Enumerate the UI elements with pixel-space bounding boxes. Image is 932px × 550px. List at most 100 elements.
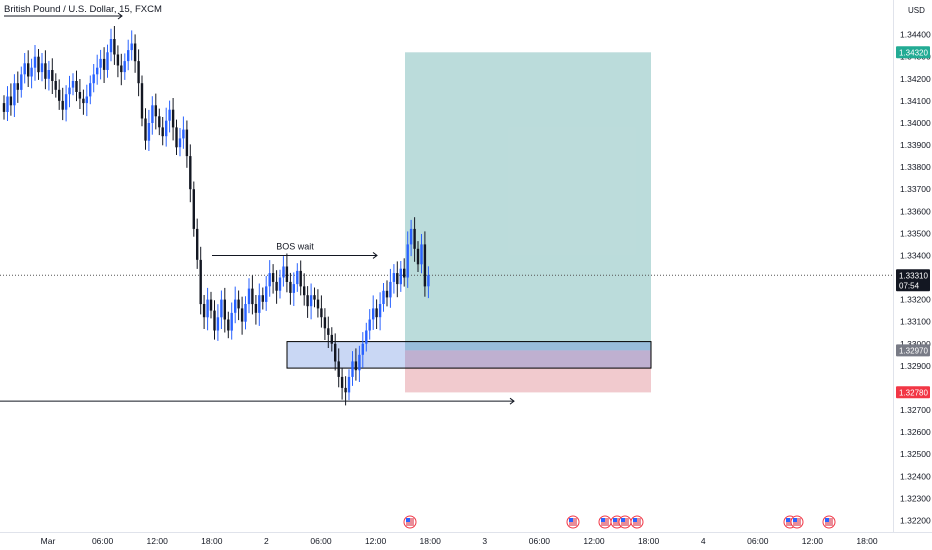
- candles-group: [2, 26, 430, 406]
- target-zone[interactable]: [405, 52, 651, 351]
- candle-body: [144, 118, 147, 141]
- us-flag-event-icon[interactable]: [822, 515, 836, 529]
- candle-body: [175, 127, 178, 148]
- candle-body: [354, 361, 358, 371]
- candle-body: [406, 244, 409, 278]
- price-badge-label: 1.34320: [899, 48, 928, 57]
- candle-body: [230, 312, 233, 331]
- time-tick-label: 18:00: [201, 536, 223, 546]
- candle-body: [320, 308, 323, 318]
- time-tick-label: 06:00: [747, 536, 769, 546]
- candle-body: [40, 63, 44, 73]
- candle-body: [154, 105, 157, 117]
- candle-body: [158, 116, 161, 128]
- candle-body: [116, 54, 120, 66]
- current-price-badge: 1.33310 07:54: [896, 269, 930, 292]
- time-tick-label: 06:00: [529, 536, 551, 546]
- time-tick-label: 18:00: [638, 536, 660, 546]
- time-tick-label: 3: [482, 536, 487, 546]
- candle-body: [361, 343, 364, 355]
- candle-body: [330, 334, 333, 344]
- price-tick-label: 1.32700: [900, 405, 931, 415]
- us-flag-event-icon[interactable]: [618, 515, 632, 529]
- candle-body: [23, 63, 26, 75]
- candle-body: [258, 295, 261, 313]
- candle-body: [96, 67, 99, 75]
- us-flag-event-icon[interactable]: [403, 515, 417, 529]
- price-badge: [896, 46, 930, 59]
- candle-body: [64, 94, 68, 110]
- candle-body: [278, 277, 282, 291]
- currency-label[interactable]: USD: [908, 6, 925, 15]
- candle-body: [27, 63, 30, 77]
- current-price-countdown: 07:54: [899, 281, 920, 290]
- candle-body: [223, 299, 226, 320]
- candle-body: [427, 275, 430, 287]
- candle-body: [289, 281, 292, 293]
- stop-zone[interactable]: [405, 350, 651, 393]
- candle-body: [358, 354, 361, 371]
- candle-body: [13, 83, 16, 106]
- candle-body: [234, 299, 237, 313]
- candle-body: [75, 81, 78, 92]
- current-price-value: 1.33310: [899, 271, 928, 280]
- candle-body: [385, 290, 389, 298]
- price-tick-label: 1.34000: [900, 118, 931, 128]
- us-flag-event-icon[interactable]: [598, 515, 612, 529]
- price-tick-label: 1.34100: [900, 96, 931, 106]
- candle-body: [30, 67, 33, 77]
- candle-body: [399, 268, 402, 285]
- time-tick-label: 4: [701, 536, 706, 546]
- candle-body: [389, 281, 392, 298]
- candle-body: [102, 58, 106, 70]
- candle-body: [2, 103, 6, 112]
- candle-body: [199, 259, 202, 305]
- candle-body: [420, 244, 423, 265]
- us-flag-event-icon[interactable]: [630, 515, 644, 529]
- candle-body: [130, 43, 133, 51]
- price-tick-label: 1.33700: [900, 184, 931, 194]
- demand-rectangle[interactable]: [286, 341, 652, 369]
- candle-body: [409, 228, 413, 245]
- candle-body: [20, 74, 23, 90]
- bos-arrow[interactable]: BOS wait: [212, 241, 378, 259]
- us-flag-event-icon[interactable]: [566, 515, 580, 529]
- candle-body: [416, 248, 420, 265]
- candle-body: [220, 299, 223, 318]
- price-tick-label: 1.33500: [900, 228, 931, 238]
- price-tick-label: 1.33800: [900, 162, 931, 172]
- price-tick-label: 1.33100: [900, 317, 931, 327]
- candle-body: [16, 83, 19, 90]
- candle-body: [285, 266, 289, 282]
- candle-body: [37, 56, 40, 73]
- candle-body: [202, 304, 206, 318]
- time-axis[interactable]: Mar 06:00 12:00 18:00 2 06:00 12:00 18:00 3 06:00…: [41, 536, 878, 546]
- price-tick-label: 1.33200: [900, 295, 931, 305]
- economic-events[interactable]: [403, 515, 836, 529]
- time-tick-label: 2: [264, 536, 269, 546]
- candle-body: [147, 123, 151, 141]
- price-tick-label: 1.32400: [900, 471, 931, 481]
- candle-body: [99, 58, 102, 68]
- candle-body: [51, 70, 54, 81]
- time-tick-label: Mar: [41, 536, 56, 546]
- candle-body: [92, 74, 95, 84]
- us-flag-event-icon[interactable]: [790, 515, 804, 529]
- candle-body: [33, 56, 37, 68]
- candle-body: [54, 81, 57, 90]
- price-tick-label: 1.34200: [900, 74, 931, 84]
- candle-body: [61, 100, 64, 110]
- candle-body: [182, 129, 185, 139]
- low-arrow[interactable]: [0, 397, 515, 405]
- symbol-title[interactable]: British Pound / U.S. Dollar, 15, FXCM: [4, 4, 162, 15]
- price-tick-label: 1.32900: [900, 361, 931, 371]
- price-tick-label: 1.32500: [900, 449, 931, 459]
- price-tick-label: 1.34400: [900, 30, 931, 40]
- candle-body: [178, 138, 182, 148]
- time-tick-label: 12:00: [583, 536, 605, 546]
- candle-body: [206, 299, 209, 318]
- candle-body: [392, 273, 396, 282]
- candle-body: [296, 270, 299, 285]
- price-tick-label: 1.32200: [900, 515, 931, 525]
